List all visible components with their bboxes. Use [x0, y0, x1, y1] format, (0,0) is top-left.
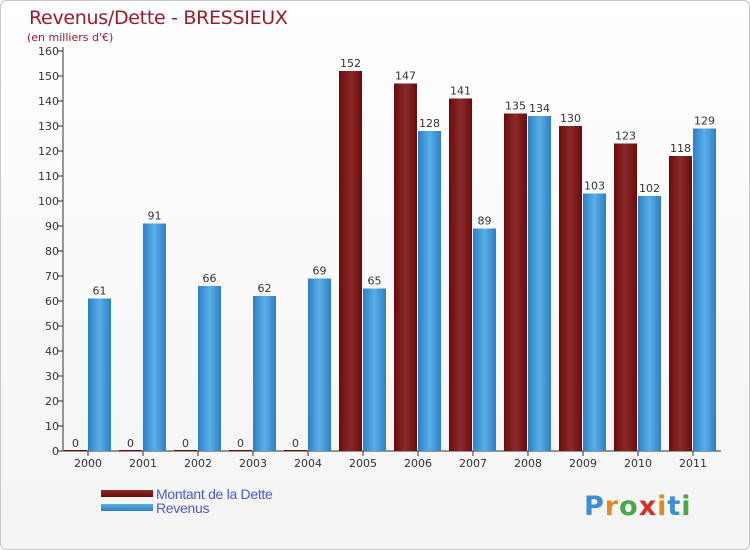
debt-bar	[559, 126, 582, 451]
revenue-value-label: 65	[368, 275, 382, 288]
revenue-bar	[528, 116, 551, 451]
debt-value-label: 0	[72, 437, 79, 450]
y-tick-label: 10	[45, 420, 59, 433]
debt-value-label: 0	[127, 437, 134, 450]
y-tick-label: 140	[38, 95, 59, 108]
debt-value-label: 0	[182, 437, 189, 450]
revenue-bar	[638, 196, 661, 451]
x-tick-label: 2000	[74, 457, 102, 470]
x-tick-label: 2008	[514, 457, 542, 470]
revenue-value-label: 134	[529, 102, 550, 115]
revenue-bar	[253, 296, 276, 451]
logo-letter: o	[619, 491, 639, 522]
revenue-value-label: 91	[148, 210, 162, 223]
debt-bar	[394, 83, 417, 451]
y-tick-label: 100	[38, 195, 59, 208]
legend-revenue-swatch	[101, 504, 153, 511]
x-tick-label: 2007	[459, 457, 487, 470]
x-tick-label: 2005	[349, 457, 377, 470]
revenue-bar	[308, 278, 331, 451]
debt-value-label: 135	[505, 100, 526, 113]
revenue-bar	[88, 298, 111, 451]
debt-bar	[669, 156, 692, 451]
debt-value-label: 152	[340, 57, 361, 70]
x-tick-label: 2009	[569, 457, 597, 470]
logo-letter: r	[604, 491, 620, 522]
debt-bar	[174, 450, 197, 451]
y-tick-label: 90	[45, 220, 59, 233]
revenue-value-label: 61	[93, 285, 107, 298]
chart-title: Revenus/Dette - BRESSIEUX	[29, 7, 288, 29]
debt-value-label: 123	[615, 130, 636, 143]
y-tick-label: 30	[45, 370, 59, 383]
revenue-bar	[473, 228, 496, 451]
y-tick-label: 70	[45, 270, 59, 283]
debt-value-label: 0	[292, 437, 299, 450]
revenue-value-label: 102	[639, 182, 660, 195]
x-tick-label: 2006	[404, 457, 432, 470]
revenue-bar	[583, 193, 606, 451]
y-tick-label: 110	[38, 170, 59, 183]
debt-bar	[614, 143, 637, 451]
debt-value-label: 141	[450, 85, 471, 98]
revenue-bar	[363, 288, 386, 451]
logo-letter: i	[681, 491, 692, 522]
legend-debt-swatch	[101, 490, 153, 497]
y-tick-label: 130	[38, 120, 59, 133]
revenue-value-label: 129	[694, 115, 715, 128]
debt-bar	[449, 98, 472, 451]
x-tick-label: 2002	[184, 457, 212, 470]
revenue-value-label: 128	[419, 117, 440, 130]
y-tick-label: 50	[45, 320, 59, 333]
revenue-value-label: 66	[203, 272, 217, 285]
debt-bar	[64, 450, 87, 451]
logo-letter: P	[584, 491, 605, 522]
x-tick-label: 2010	[624, 457, 652, 470]
revenue-value-label: 62	[258, 282, 272, 295]
y-tick-label: 160	[38, 45, 59, 58]
revenue-bar	[143, 223, 166, 451]
revenue-value-label: 103	[584, 180, 605, 193]
revenue-bar	[198, 286, 221, 451]
logo-letter: x	[638, 491, 658, 522]
y-tick-label: 120	[38, 145, 59, 158]
debt-value-label: 130	[560, 112, 581, 125]
debt-value-label: 0	[237, 437, 244, 450]
x-tick-label: 2011	[679, 457, 707, 470]
legend-debt-label: Montant de la Dette	[156, 486, 273, 502]
x-tick-label: 2004	[294, 457, 322, 470]
revenue-value-label: 89	[478, 215, 492, 228]
y-tick-label: 60	[45, 295, 59, 308]
logo-letter: i	[657, 491, 668, 522]
y-tick-label: 40	[45, 345, 59, 358]
debt-value-label: 147	[395, 70, 416, 83]
chart-subtitle: (en milliers d'€)	[27, 31, 114, 44]
debt-bar	[229, 450, 252, 451]
y-tick-label: 0	[52, 445, 59, 458]
logo-letter: t	[667, 491, 682, 522]
y-tick-label: 150	[38, 70, 59, 83]
y-tick-label: 20	[45, 395, 59, 408]
x-tick-label: 2003	[239, 457, 267, 470]
x-tick-label: 2001	[129, 457, 157, 470]
debt-bar	[284, 450, 307, 451]
revenue-value-label: 69	[313, 265, 327, 278]
revenue-bar	[418, 131, 441, 451]
debt-bar	[119, 450, 142, 451]
revenue-bar	[693, 128, 716, 451]
debt-bar	[339, 71, 362, 451]
y-tick-label: 80	[45, 245, 59, 258]
proxiti-logo: Proxiti	[584, 491, 692, 522]
debt-bar	[504, 113, 527, 451]
legend-revenue-label: Revenus	[156, 500, 210, 516]
debt-value-label: 118	[670, 142, 691, 155]
